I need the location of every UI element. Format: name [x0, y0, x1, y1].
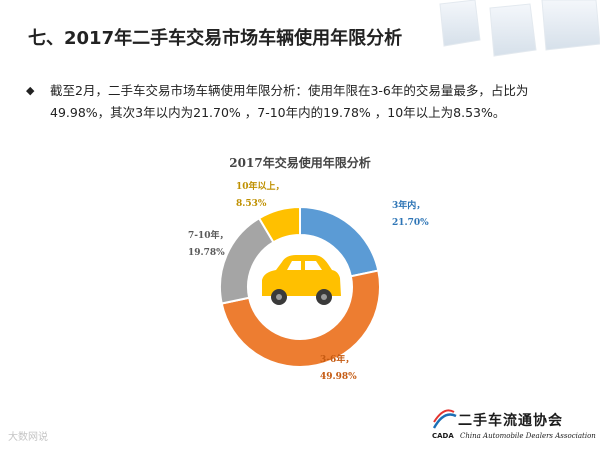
- slice-value-label-0: 21.70%: [392, 218, 429, 228]
- association-name-en: China Automobile Dealers Association: [460, 432, 596, 440]
- donut-slice-3: [257, 205, 301, 244]
- summary-text: 截至2月，二手车交易市场车辆使用年限分析：使用年限在3-6年的交易量最多，占比为…: [50, 83, 529, 120]
- slice-category-label-0: 3年内，: [392, 199, 425, 211]
- header: 七、2017年二手车交易市场车辆使用年限分析: [0, 0, 600, 62]
- donut-slice-1: [220, 269, 381, 369]
- data-labels: 3年内， 21.70% 3-6年， 49.98% 7-10年， 19.78% 10年以上， 8…: [188, 180, 429, 382]
- page-title: 七、2017年二手车交易市场车辆使用年限分析: [28, 28, 403, 49]
- svg-text:CADA: CADA: [432, 432, 454, 440]
- slice-value-label-1: 49.98%: [320, 372, 357, 382]
- slice-category-label-1: 3-6年，: [320, 353, 354, 365]
- association-logo: CADA 二手车流通协会 China Automobile Dealers As…: [430, 408, 600, 450]
- slice-value-label-2: 19.78%: [188, 248, 225, 258]
- chart-title: 2017年交易使用年限分析: [229, 156, 371, 170]
- car-icon: [254, 241, 346, 333]
- association-name-cn: 二手车流通协会: [458, 413, 563, 429]
- slice-value-label-3: 8.53%: [236, 199, 267, 209]
- diamond-bullet-icon: ◆: [26, 84, 35, 97]
- header-cube-decoration: [439, 0, 600, 57]
- cada-logo-icon: CADA: [432, 409, 457, 440]
- watermark-left: 大数网说: [8, 432, 48, 443]
- slice-category-label-2: 7-10年，: [188, 229, 229, 241]
- slice-category-label-3: 10年以上，: [236, 180, 285, 192]
- donut-slices: [219, 205, 381, 369]
- summary-bullet: ◆ 截至2月，二手车交易市场车辆使用年限分析：使用年限在3-6年的交易量最多，占…: [26, 80, 574, 124]
